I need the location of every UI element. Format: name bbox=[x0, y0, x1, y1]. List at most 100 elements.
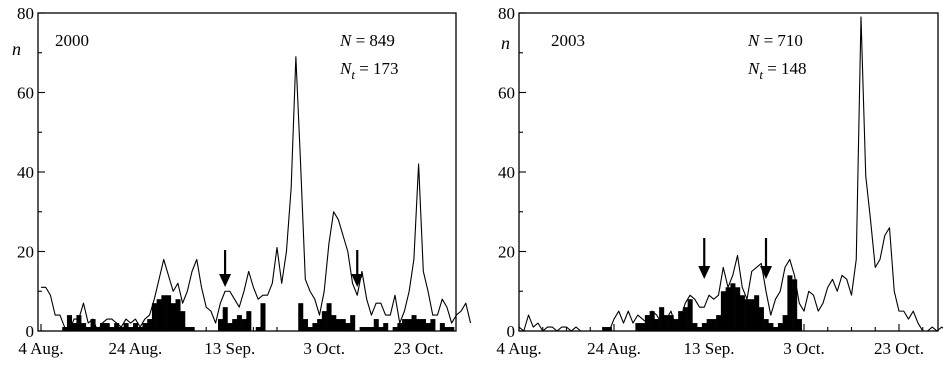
bar-62 bbox=[425, 323, 431, 331]
plot-frame bbox=[518, 12, 939, 332]
bar-12 bbox=[682, 307, 688, 331]
bar-21 bbox=[725, 287, 731, 331]
bar-20 bbox=[720, 291, 726, 331]
bar-36 bbox=[260, 303, 266, 331]
bar-20 bbox=[156, 299, 162, 331]
bar-35 bbox=[792, 279, 798, 331]
bar-50 bbox=[364, 327, 370, 331]
bar-15 bbox=[697, 327, 703, 331]
chart-panel-2000: 0 20 40 60 80 4 Aug. 24 Aug. 13 Sep. 3 Oct. 23 Oc… bbox=[12, 4, 472, 358]
panel-year-label: 2003 bbox=[551, 31, 585, 50]
stat-n-total: N = 849 bbox=[339, 31, 395, 50]
bar-16 bbox=[701, 323, 707, 331]
bar-8 bbox=[663, 315, 669, 331]
bar-33 bbox=[241, 319, 247, 331]
bar-59 bbox=[411, 315, 417, 331]
bar-23 bbox=[170, 303, 176, 331]
bar-0 bbox=[602, 327, 608, 331]
y-tick-label: 0 bbox=[26, 322, 35, 341]
arrow-1-head bbox=[351, 274, 364, 287]
bar-31 bbox=[773, 327, 779, 331]
bar-41 bbox=[317, 319, 323, 331]
bar-37 bbox=[298, 303, 304, 331]
arrow-1-head bbox=[760, 266, 772, 279]
bar-11 bbox=[114, 323, 120, 331]
bar-14 bbox=[128, 327, 134, 331]
y-tick-label: 0 bbox=[507, 322, 516, 341]
y-tick-label: 20 bbox=[17, 243, 34, 262]
bar-21 bbox=[161, 295, 167, 331]
bar-34 bbox=[787, 275, 793, 331]
bar-26 bbox=[749, 299, 755, 331]
bar-66 bbox=[449, 327, 455, 331]
bar-27 bbox=[754, 295, 760, 331]
y-tick-label: 80 bbox=[498, 4, 515, 23]
panel-year-label: 2000 bbox=[55, 31, 89, 50]
stat-n-t: Nt = 173 bbox=[339, 59, 399, 82]
x-tick-label: 3 Oct. bbox=[303, 339, 345, 358]
bar-48 bbox=[350, 315, 356, 331]
bar-29 bbox=[763, 319, 769, 331]
bar-1 bbox=[66, 315, 72, 331]
bar-16 bbox=[137, 327, 143, 331]
bar-31 bbox=[232, 319, 238, 331]
bar-18 bbox=[711, 319, 717, 331]
x-tick-label: 13 Sep. bbox=[684, 339, 735, 358]
bar-25 bbox=[180, 311, 186, 332]
bar-45 bbox=[336, 319, 342, 331]
bar-7 bbox=[659, 307, 665, 331]
bar-23 bbox=[735, 287, 741, 331]
bar-40 bbox=[312, 323, 318, 331]
bar-26 bbox=[184, 327, 190, 331]
bar-56 bbox=[397, 323, 403, 331]
y-tick-label: 60 bbox=[498, 84, 515, 103]
bar-44 bbox=[331, 315, 337, 331]
bar-61 bbox=[420, 319, 426, 331]
bar-11 bbox=[678, 311, 684, 332]
bar-27 bbox=[189, 327, 195, 331]
chart-panel-2003: 0 20 40 60 80 4 Aug. 24 Aug. 13 Sep. 3 Oct. 23 Oc… bbox=[496, 4, 943, 358]
bar-38 bbox=[302, 319, 308, 331]
series-line bbox=[41, 56, 472, 332]
bar-52 bbox=[373, 319, 379, 331]
bar-57 bbox=[402, 319, 408, 331]
bar-35 bbox=[255, 327, 261, 331]
bar-46 bbox=[340, 319, 346, 331]
bar-32 bbox=[236, 315, 242, 331]
bar-39 bbox=[307, 327, 313, 331]
bar-25 bbox=[744, 299, 750, 331]
x-tick-label: 24 Aug. bbox=[108, 339, 162, 358]
bar-13 bbox=[123, 323, 129, 331]
bar-58 bbox=[406, 319, 412, 331]
bar-3 bbox=[640, 323, 646, 331]
bar-19 bbox=[716, 315, 722, 331]
bar-4 bbox=[81, 323, 87, 331]
bar-36 bbox=[796, 319, 802, 331]
bar-33 bbox=[782, 315, 788, 331]
bar-14 bbox=[692, 323, 698, 331]
bar-30 bbox=[768, 323, 774, 331]
bar-1 bbox=[606, 327, 612, 331]
bar-6 bbox=[90, 319, 96, 331]
x-tick-label: 24 Aug. bbox=[587, 339, 641, 358]
bar-9 bbox=[668, 315, 674, 331]
arrow-0-head bbox=[219, 274, 232, 287]
bar-9 bbox=[104, 323, 110, 331]
x-tick-label: 23 Oct. bbox=[874, 339, 924, 358]
bar-22 bbox=[730, 283, 736, 331]
bar-34 bbox=[246, 311, 252, 332]
y-axis-label: n bbox=[501, 33, 510, 53]
bar-22 bbox=[166, 295, 172, 331]
y-axis-label: n bbox=[12, 39, 21, 59]
bar-19 bbox=[151, 303, 157, 331]
bar-17 bbox=[142, 323, 148, 331]
bar-53 bbox=[378, 327, 384, 331]
bar-63 bbox=[430, 319, 436, 331]
x-tick-label: 23 Oct. bbox=[394, 339, 444, 358]
bar-3 bbox=[76, 315, 82, 331]
bar-24 bbox=[175, 299, 181, 331]
y-tick-label: 20 bbox=[498, 243, 515, 262]
bar-10 bbox=[673, 319, 679, 331]
y-tick-label: 60 bbox=[17, 84, 34, 103]
